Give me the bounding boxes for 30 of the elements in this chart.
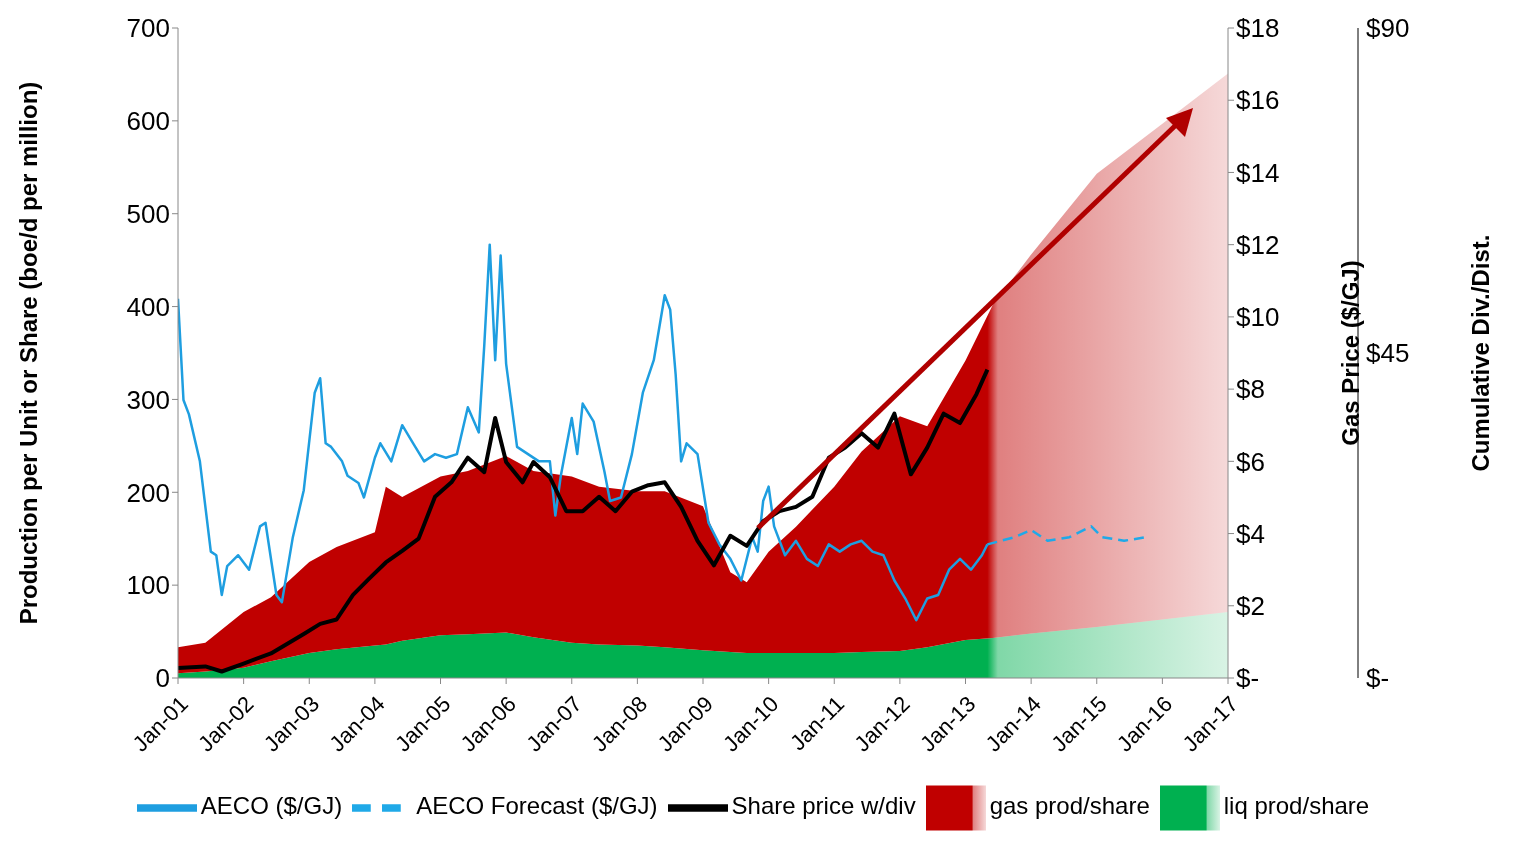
line-series: [178, 367, 990, 674]
y2-tick-label: $18: [1236, 13, 1280, 44]
y3-axis-title: Cumulative Div./Dist.: [1466, 234, 1494, 472]
y-tick-label: 300: [126, 384, 170, 415]
y2-tick-label: $2: [1236, 591, 1265, 622]
y2-tick-label: $8: [1236, 374, 1265, 405]
y3-tick-label: $90: [1366, 13, 1410, 44]
y-tick-label: 700: [126, 13, 170, 44]
y-tick-label: 400: [126, 291, 170, 322]
y2-tick-label: $6: [1236, 446, 1265, 477]
y2-axis-title: Gas Price ($/GJ): [1336, 260, 1364, 446]
y2-tick-label: $-: [1236, 663, 1260, 694]
y-tick-label: 600: [126, 106, 170, 137]
y2-tick-label: $12: [1236, 229, 1280, 260]
legend-label: AECO Forecast ($/GJ): [416, 792, 658, 820]
y-tick-label: 200: [126, 477, 170, 508]
y-axis-title: Production per Unit or Share (boe/d per million): [14, 81, 42, 625]
y2-tick-label: $16: [1236, 85, 1280, 116]
y2-tick-label: $10: [1236, 302, 1280, 333]
legend-label: liq prod/share: [1223, 792, 1370, 820]
legend-label: AECO ($/GJ): [200, 792, 343, 820]
y3-tick-label: $-: [1366, 663, 1390, 694]
y-tick-label: 100: [126, 570, 170, 601]
legend-label: Share price w/div: [731, 792, 916, 820]
y-tick-label: 500: [126, 198, 170, 229]
y-tick-label: 0: [155, 663, 170, 694]
y2-tick-label: $14: [1236, 157, 1280, 188]
y2-tick-label: $4: [1236, 518, 1265, 549]
y3-tick-label: $45: [1366, 338, 1410, 369]
legend-label: gas prod/share: [989, 792, 1150, 820]
